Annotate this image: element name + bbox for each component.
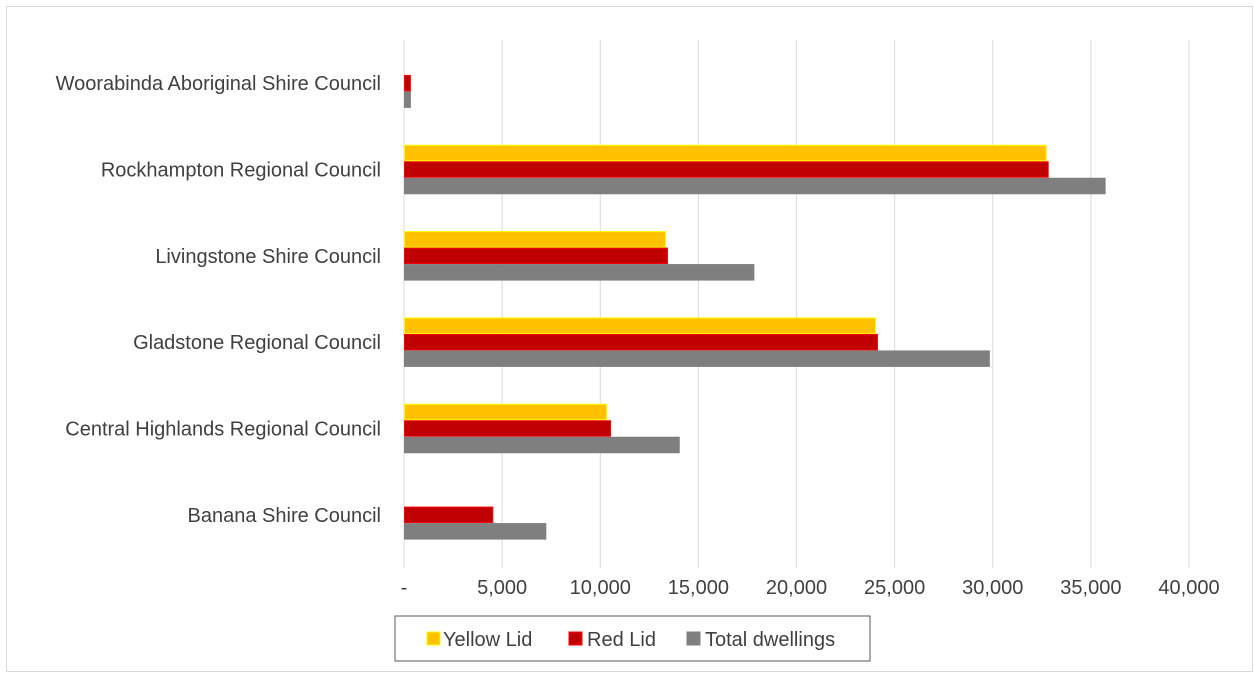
bar-red-lid bbox=[404, 506, 494, 524]
bar-total-dwellings bbox=[404, 350, 990, 367]
x-tick-label: 15,000 bbox=[668, 577, 729, 599]
category-labels: Banana Shire Council Central Highlands Re… bbox=[56, 73, 381, 527]
legend-box bbox=[394, 615, 871, 662]
bar-red-lid bbox=[404, 420, 612, 437]
legend-label: Yellow Lid bbox=[443, 629, 532, 651]
x-tick-label: - bbox=[401, 577, 408, 599]
bar-yellow-lid bbox=[404, 144, 1047, 162]
x-tick-label: 20,000 bbox=[766, 577, 827, 599]
x-tick-label: 5,000 bbox=[477, 577, 527, 599]
category-label: Livingstone Shire Council bbox=[155, 246, 381, 268]
bar-red-lid bbox=[404, 161, 1049, 178]
bar-total-dwellings bbox=[404, 264, 755, 281]
bar-yellow-lid bbox=[404, 231, 667, 248]
x-tick-label: 10,000 bbox=[570, 577, 631, 599]
bar-total-dwellings bbox=[404, 523, 547, 540]
bar-total-dwellings bbox=[404, 177, 1106, 195]
legend-swatch bbox=[686, 631, 701, 646]
bar-total-dwellings bbox=[404, 91, 411, 108]
category-label: Woorabinda Aboriginal Shire Council bbox=[56, 73, 381, 95]
bar-red-lid bbox=[404, 333, 878, 351]
bar-yellow-lid bbox=[404, 317, 876, 334]
category-label: Rockhampton Regional Council bbox=[101, 160, 381, 182]
legend-label: Total dwellings bbox=[705, 629, 835, 651]
x-tick-label: 25,000 bbox=[864, 577, 925, 599]
category-label: Banana Shire Council bbox=[188, 505, 381, 527]
category-label: Gladstone Regional Council bbox=[133, 332, 381, 354]
category-label: Central Highlands Regional Council bbox=[65, 419, 381, 441]
x-tick-label: 30,000 bbox=[962, 577, 1023, 599]
bar-yellow-lid bbox=[404, 403, 608, 421]
gridlines bbox=[403, 40, 1190, 568]
legend: Yellow Lid Red Lid Total dwellings bbox=[394, 615, 871, 662]
x-axis-tick-labels: - 5,000 10,000 15,000 20,000 25,000 30,000 35,0… bbox=[401, 577, 1220, 599]
bar-red-lid bbox=[404, 247, 668, 265]
bar-total-dwellings bbox=[404, 436, 680, 454]
legend-swatch bbox=[568, 631, 583, 646]
x-tick-label: 35,000 bbox=[1060, 577, 1121, 599]
x-tick-label: 40,000 bbox=[1158, 577, 1219, 599]
bar-red-lid bbox=[404, 74, 411, 92]
bars bbox=[404, 58, 1106, 540]
legend-swatch bbox=[426, 631, 441, 646]
legend-label: Red Lid bbox=[587, 629, 656, 651]
